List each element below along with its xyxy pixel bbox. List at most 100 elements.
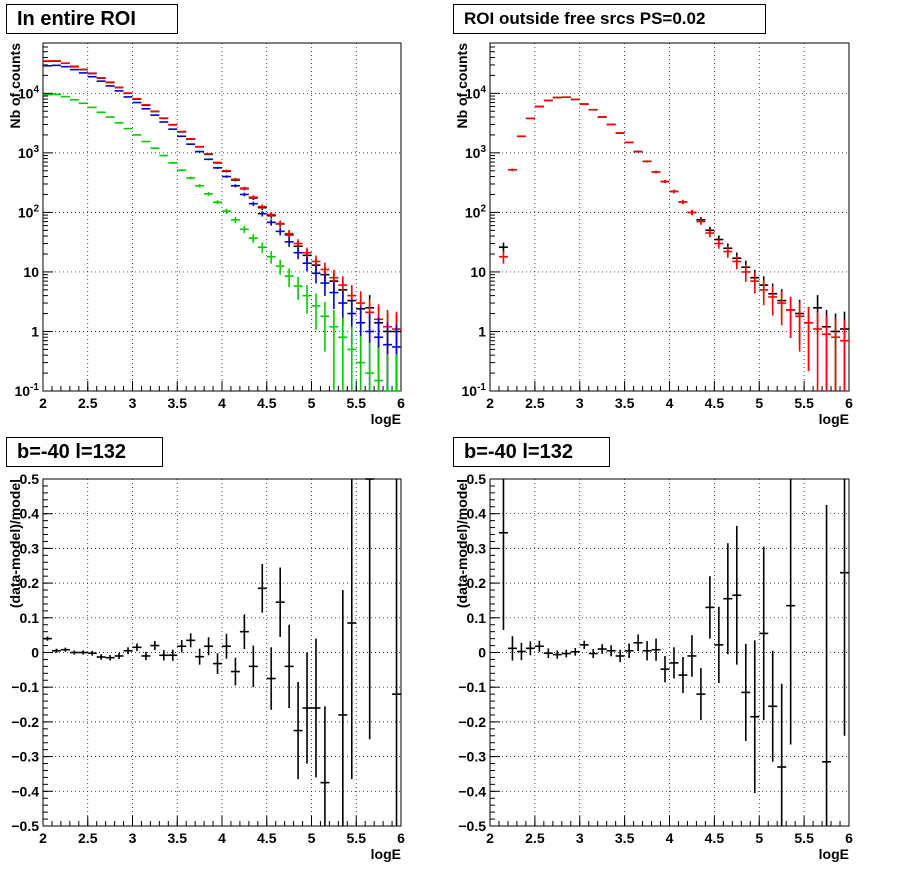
data-point bbox=[132, 134, 142, 136]
data-point bbox=[239, 225, 249, 234]
data-point bbox=[239, 614, 249, 650]
x-tick-label: 4 bbox=[666, 395, 674, 411]
data-point bbox=[159, 117, 169, 119]
y-tick-label: 10-1 bbox=[462, 382, 487, 399]
data-point bbox=[275, 259, 285, 275]
data-point bbox=[615, 649, 625, 663]
data-point bbox=[543, 648, 553, 659]
data-point bbox=[230, 657, 240, 686]
data-point bbox=[561, 96, 571, 99]
data-point bbox=[329, 282, 339, 310]
data-point bbox=[311, 293, 321, 331]
data-point bbox=[123, 647, 133, 655]
data-point bbox=[365, 342, 375, 391]
data-point bbox=[257, 211, 267, 217]
x-tick-label: 3.5 bbox=[168, 830, 188, 846]
data-point bbox=[525, 117, 535, 120]
data-point bbox=[168, 128, 178, 130]
data-point bbox=[275, 567, 285, 637]
data-point bbox=[759, 280, 769, 306]
y-axis-label: Nb of counts bbox=[7, 43, 23, 129]
x-axis-label: logE bbox=[371, 411, 401, 427]
x-tick-label: 3.5 bbox=[168, 395, 188, 411]
data-point bbox=[123, 96, 133, 98]
x-axis-label: logE bbox=[371, 846, 401, 862]
data-point bbox=[516, 642, 526, 661]
data-point bbox=[786, 479, 796, 745]
y-tick-label: 0.4 bbox=[467, 506, 487, 522]
data-point bbox=[714, 606, 724, 684]
data-point bbox=[552, 650, 562, 659]
x-tick-label: 4.5 bbox=[257, 395, 277, 411]
y-axis-label: (data-model)/model bbox=[7, 479, 23, 608]
data-point bbox=[123, 92, 133, 94]
data-point bbox=[195, 150, 205, 153]
data-point bbox=[633, 634, 643, 652]
y-tick-label: 0.2 bbox=[467, 575, 487, 591]
data-point bbox=[150, 114, 160, 116]
data-point bbox=[293, 681, 303, 780]
data-point bbox=[579, 640, 589, 650]
data-point bbox=[284, 624, 294, 709]
data-point bbox=[195, 184, 205, 188]
data-point bbox=[552, 96, 562, 99]
chart-panel-1 bbox=[42, 42, 402, 392]
x-tick-label: 3.5 bbox=[615, 830, 635, 846]
data-point bbox=[51, 648, 61, 653]
data-point bbox=[195, 648, 205, 665]
data-point bbox=[266, 211, 276, 218]
x-tick-label: 3 bbox=[576, 830, 584, 846]
data-point bbox=[840, 479, 849, 736]
data-point bbox=[114, 121, 124, 124]
data-point bbox=[275, 220, 285, 227]
data-point bbox=[168, 123, 178, 126]
data-point bbox=[248, 201, 258, 206]
data-point bbox=[248, 645, 258, 688]
y-axis-label: Nb of counts bbox=[454, 43, 470, 129]
y-tick-label: −0.2 bbox=[458, 714, 486, 730]
data-point bbox=[168, 161, 178, 164]
x-tick-label: 5.5 bbox=[794, 395, 814, 411]
data-point bbox=[356, 335, 366, 391]
data-point bbox=[570, 647, 580, 656]
data-point bbox=[651, 638, 661, 661]
x-tick-label: 6 bbox=[397, 830, 405, 846]
x-tick-label: 4 bbox=[218, 395, 226, 411]
data-point bbox=[347, 479, 357, 780]
data-point bbox=[248, 195, 258, 200]
y-tick-label: 0.1 bbox=[20, 610, 40, 626]
y-tick-label: 0.3 bbox=[20, 540, 40, 556]
y-tick-label: −0.2 bbox=[11, 714, 39, 730]
data-point bbox=[732, 255, 742, 270]
y-tick-label: 0.3 bbox=[467, 540, 487, 556]
plot-frame bbox=[42, 478, 402, 827]
y-tick-label: 103 bbox=[465, 144, 487, 161]
data-point bbox=[687, 209, 697, 216]
data-point bbox=[498, 251, 508, 264]
data-point bbox=[302, 652, 312, 764]
data-point bbox=[132, 101, 142, 104]
y-tick-label: 1 bbox=[478, 323, 486, 339]
data-point bbox=[705, 229, 715, 238]
data-point bbox=[222, 175, 231, 178]
data-point bbox=[204, 153, 214, 155]
data-point bbox=[266, 219, 276, 226]
data-point bbox=[804, 306, 814, 371]
data-point bbox=[534, 640, 544, 652]
x-tick-label: 2.5 bbox=[525, 830, 545, 846]
data-point bbox=[302, 257, 312, 272]
data-point bbox=[186, 176, 196, 180]
x-tick-label: 2 bbox=[39, 395, 47, 411]
chart-panel-2 bbox=[489, 42, 850, 392]
data-point bbox=[741, 643, 751, 741]
data-point bbox=[669, 647, 679, 679]
data-point bbox=[588, 649, 598, 659]
data-point bbox=[159, 154, 169, 157]
y-tick-label: 10-1 bbox=[15, 382, 40, 399]
data-point bbox=[222, 208, 231, 214]
y-tick-label: 0.5 bbox=[20, 471, 40, 487]
x-tick-label: 4 bbox=[666, 830, 674, 846]
plot-frame bbox=[42, 42, 402, 392]
x-tick-label: 6 bbox=[845, 395, 853, 411]
data-point bbox=[561, 649, 571, 658]
